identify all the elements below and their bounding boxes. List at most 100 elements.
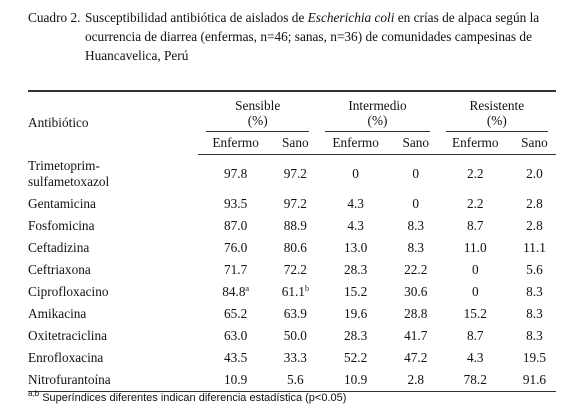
value-cell: 8.3: [513, 325, 556, 347]
header-row: Antibiótico Sensible (%) Intermedio (%) Resis…: [28, 90, 556, 155]
group-header: Resistente (%): [437, 90, 556, 132]
value: 19.5: [522, 349, 547, 365]
value-cell: 5.6: [513, 259, 556, 281]
caption: Cuadro 2. Susceptibilidad antibiótica de…: [28, 8, 556, 65]
value-cell: 0: [394, 155, 438, 193]
antibiotic-name: Ceftriaxona: [28, 261, 91, 277]
value-cell: 2.2: [438, 193, 513, 215]
group-title: Resistente (%): [445, 98, 548, 132]
table-row: Ceftadizina 76.0 80.6 13.0 8.3 11.0 11.1: [28, 237, 556, 259]
value: 47.2: [404, 349, 428, 365]
value: 4.3: [347, 217, 364, 233]
superscript: b: [304, 283, 309, 293]
value: 87.0: [223, 217, 248, 233]
value-cell: 43.5: [198, 347, 273, 369]
value: 2.8: [526, 217, 543, 233]
value: 76.0: [223, 239, 248, 255]
value: 8.3: [407, 217, 425, 233]
value: 11.0: [463, 239, 487, 255]
value-cell: 0: [438, 259, 513, 281]
value-cell: 8.7: [438, 325, 513, 347]
antibiotic-name: Oxitetraciclina: [28, 327, 108, 343]
antibiotic-name: Amikacina: [28, 305, 87, 321]
footnote: a,b Superíndices diferentes indican dife…: [28, 389, 346, 404]
value-cell: 33.3: [273, 347, 317, 369]
value: 13.0: [343, 239, 368, 255]
value: 71.7: [223, 261, 248, 277]
value: 28.3: [343, 261, 368, 277]
value-cell: 4.3: [317, 215, 393, 237]
value: 0: [412, 165, 420, 181]
value-cell: 11.1: [513, 237, 556, 259]
value-cell: 15.2: [317, 281, 393, 303]
value-cell: 63.0: [198, 325, 273, 347]
value-cell: 72.2: [273, 259, 317, 281]
value: 78.2: [463, 371, 487, 387]
value: 97.8: [223, 165, 248, 181]
value-cell: 8.3: [513, 303, 556, 325]
value-cell: 2.8: [393, 368, 438, 392]
value-cell: 4.3: [317, 193, 393, 215]
value: 5.6: [287, 371, 304, 387]
table-row: Ceftriaxona 71.7 72.2 28.3 22.2 0 5.6: [28, 259, 556, 281]
value-cell: 8.3: [394, 215, 438, 237]
caption-text-part: en crías de alpaca según la ocurrencia d…: [85, 10, 540, 63]
value-cell: 4.3: [438, 347, 513, 369]
value-cell: 41.7: [394, 325, 438, 347]
value: 88.9: [283, 217, 307, 233]
value-cell: 19.6: [317, 303, 393, 325]
subheader-row: Enfermo Sano Enfermo Sano Enfermo Sano: [28, 132, 556, 155]
table-row: Gentamicina 93.5 97.2 4.3 0 2.2 2.8: [28, 193, 556, 215]
value-cell: 47.2: [394, 347, 438, 369]
value: 2.2: [466, 165, 484, 181]
value: 2.2: [466, 195, 484, 211]
antibiotic-name: Ciprofloxacino: [28, 283, 109, 299]
value-cell: 76.0: [198, 237, 273, 259]
group-name: Sensible: [235, 98, 281, 113]
value-cell: 30.6: [394, 281, 438, 303]
group-unit: (%): [367, 113, 388, 128]
value-cell: 0: [438, 281, 513, 303]
value: 0: [471, 283, 479, 299]
value: 91.6: [522, 371, 547, 387]
value-cell: 97.2: [273, 193, 317, 215]
value-cell: 2.8: [513, 193, 556, 215]
value: 8.7: [466, 327, 484, 343]
value-cell: 61.1b: [273, 281, 317, 303]
value: 28.3: [343, 327, 368, 343]
subheader-cell: Enfermo: [437, 132, 513, 155]
value-cell: 2.8: [513, 215, 556, 237]
value-cell: 93.5: [198, 193, 273, 215]
value-cell: 28.3: [317, 325, 393, 347]
value: 0: [412, 195, 420, 211]
value-cell: 91.6: [512, 368, 556, 392]
value: 2.8: [407, 371, 425, 387]
value: 19.6: [343, 305, 368, 321]
value-cell: 19.5: [513, 347, 556, 369]
value: 28.8: [404, 305, 428, 321]
value: 33.3: [283, 349, 307, 365]
value: 63.0: [223, 327, 248, 343]
superscript: a: [245, 283, 250, 293]
value: 22.2: [404, 261, 428, 277]
value: 30.6: [404, 283, 428, 299]
value-cell: 10.9: [317, 368, 394, 392]
value: 8.7: [466, 217, 484, 233]
value: 0: [352, 165, 359, 181]
value: 8.3: [526, 327, 543, 343]
value: 63.9: [283, 305, 307, 321]
value-cell: 78.2: [437, 368, 513, 392]
value-cell: 84.8a: [198, 281, 273, 303]
footnote-sup: a,b: [28, 389, 40, 398]
value: 4.3: [466, 349, 484, 365]
group-name: Resistente: [469, 98, 525, 113]
value-cell: 8.7: [438, 215, 513, 237]
value-cell: 28.8: [394, 303, 438, 325]
value-cell: 15.2: [438, 303, 513, 325]
antibiotic-name: Nitrofurantoína: [28, 368, 198, 392]
value-cell: 11.0: [438, 237, 513, 259]
species: Escherichia coli: [307, 10, 395, 25]
value: 0: [471, 261, 479, 277]
value-cell: 65.2: [198, 303, 273, 325]
